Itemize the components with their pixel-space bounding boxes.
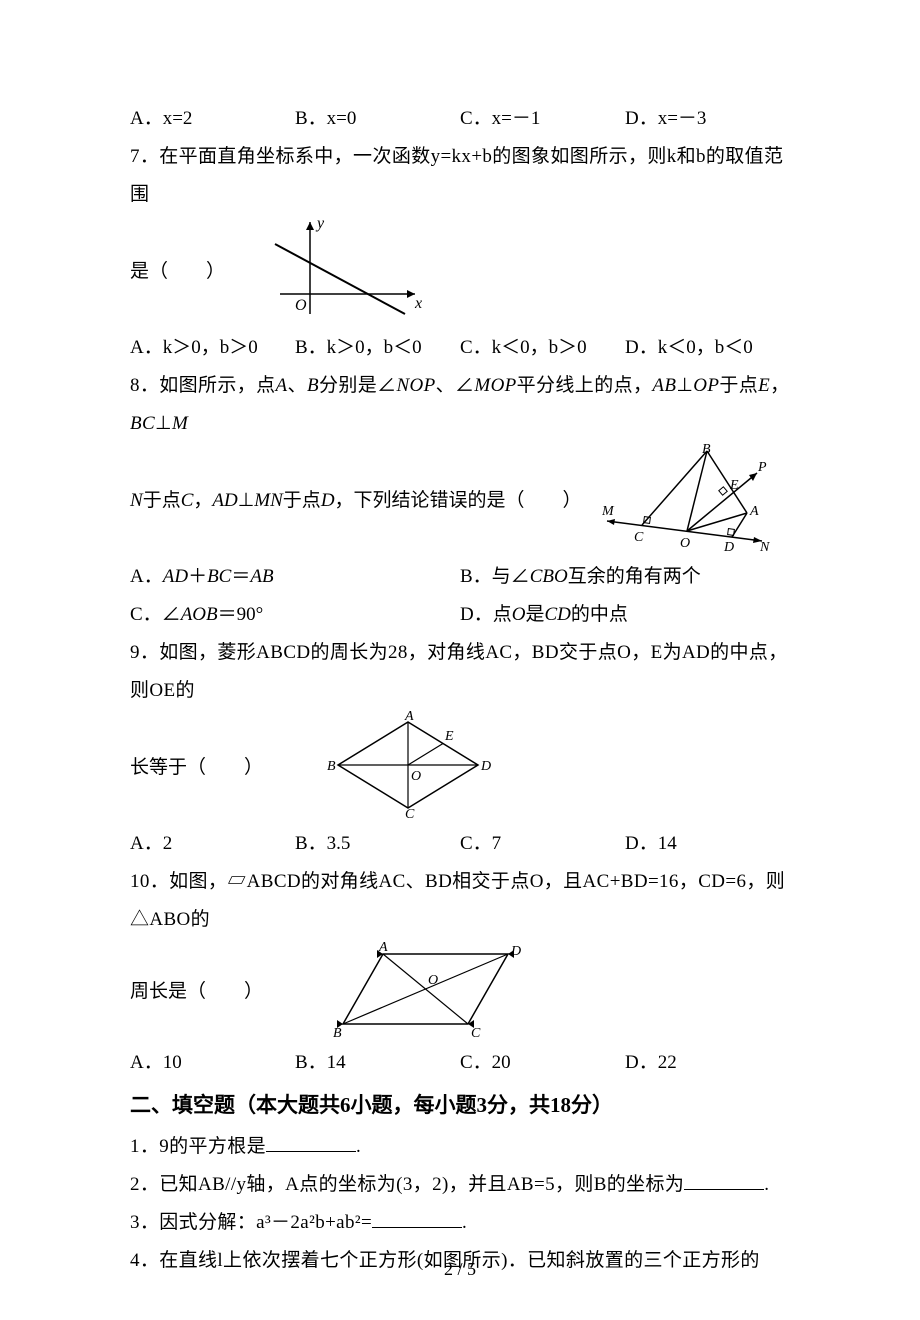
q8-label-e: E [729, 478, 739, 493]
q7-option-b: B．k＞0，b＜0 [295, 329, 460, 367]
s2-q1: 1．9的平方根是. [130, 1128, 790, 1166]
q8-label-m: M [602, 504, 615, 519]
q10-options: A．10 B．14 C．20 D．22 [130, 1044, 790, 1082]
q7-figure: x y O [265, 214, 425, 329]
q7-option-c: C．k＜0，b＞0 [460, 329, 625, 367]
q7-stem-b: 是（ ） [130, 253, 225, 291]
q10-figure: A D B C O [333, 939, 523, 1044]
q7-stem-a: 7．在平面直角坐标系中，一次函数y=kx+b的图象如图所示，则k和b的取值范围 [130, 138, 790, 214]
s2-q1-post: . [356, 1136, 361, 1157]
q9-option-c: C．7 [460, 825, 625, 863]
q9-figure: A B C D O E [323, 710, 493, 825]
q6-options: A．x=2 B．x=0 C．x=－1 D．x=－3 [130, 100, 790, 138]
q10-label-c: C [471, 1026, 481, 1039]
q8-stem-a: 8．如图所示，点A、B分别是∠NOP、∠MOP平分线上的点，AB⊥OP于点E，B… [130, 367, 790, 443]
s2-q2-post: . [764, 1174, 769, 1195]
q7-o-label: O [295, 297, 307, 314]
q8-option-d: D．点O是CD的中点 [460, 596, 790, 634]
q9-stem-b: 长等于（ ） [130, 749, 263, 787]
q10-option-c: C．20 [460, 1044, 625, 1082]
q8-label-c: C [634, 530, 644, 545]
q8-stem-with-fig: N于点C，AD⊥MN于点D，下列结论错误的是（ ） [130, 443, 790, 558]
q6-option-a: A．x=2 [130, 100, 295, 138]
q10-label-o: O [428, 973, 438, 988]
q8-stem-a-text: 8．如图所示，点A、B分别是∠NOP、∠MOP平分线上的点，AB⊥OP于点E，B… [130, 375, 790, 434]
q8-label-p: P [757, 460, 767, 475]
q10-stem-with-fig: 周长是（ ） A D B C O [130, 939, 790, 1044]
q8-options-row1: A．AD＋BC＝AB B．与∠CBO互余的角有两个 [130, 558, 790, 596]
q9-option-a: A．2 [130, 825, 295, 863]
q8-stem-b: N于点C，AD⊥MN于点D，下列结论错误的是（ ） [130, 482, 582, 520]
q9-label-a: A [404, 710, 414, 724]
q9-label-c: C [405, 807, 415, 820]
q10-option-b: B．14 [295, 1044, 460, 1082]
q9-label-d: D [480, 759, 491, 774]
q10-stem-b: 周长是（ ） [130, 973, 263, 1011]
q6-option-b: B．x=0 [295, 100, 460, 138]
q9-svg: A B C D O E [323, 710, 493, 820]
s2-q2-blank [684, 1170, 764, 1190]
q9-label-e: E [444, 729, 454, 744]
q8-label-a: A [749, 504, 759, 519]
q8-figure: M C O D N A E P B [602, 443, 772, 558]
s2-q3-blank [372, 1208, 462, 1228]
q8-label-d: D [723, 540, 734, 553]
q9-option-d: D．14 [625, 825, 790, 863]
q7-option-d: D．k＜0，b＜0 [625, 329, 790, 367]
q10-label-d: D [510, 944, 521, 959]
q8-option-b: B．与∠CBO互余的角有两个 [460, 558, 790, 596]
q7-option-a: A．k＞0，b＞0 [130, 329, 295, 367]
q10-option-d: D．22 [625, 1044, 790, 1082]
s2-q3-pre: 3．因式分解：a³－2a²b+ab²= [130, 1212, 372, 1233]
q8-label-b: B [702, 443, 711, 457]
s2-q2: 2．已知AB//y轴，A点的坐标为(3，2)，并且AB=5，则B的坐标为. [130, 1166, 790, 1204]
q7-stem-with-fig: 是（ ） x y O [130, 214, 790, 329]
q10-label-a: A [378, 940, 388, 955]
s2-q1-blank [266, 1132, 356, 1152]
section2-title: 二、填空题（本大题共6小题，每小题3分，共18分） [130, 1082, 790, 1128]
q9-label-o: O [411, 769, 421, 784]
q6-option-c: C．x=－1 [460, 100, 625, 138]
page: A．x=2 B．x=0 C．x=－1 D．x=－3 7．在平面直角坐标系中，一次… [0, 0, 920, 1320]
q9-options: A．2 B．3.5 C．7 D．14 [130, 825, 790, 863]
q10-label-b: B [333, 1026, 342, 1039]
q8-svg: M C O D N A E P B [602, 443, 772, 553]
q9-label-b: B [327, 759, 336, 774]
q9-stem-a: 9．如图，菱形ABCD的周长为28，对角线AC，BD交于点O，E为AD的中点，则… [130, 634, 790, 710]
q7-graph-svg: x y O [265, 214, 425, 324]
q8-label-o: O [680, 536, 690, 551]
q8-option-c: C．∠AOB＝90° [130, 596, 460, 634]
q8-label-n: N [759, 540, 770, 553]
q10-option-a: A．10 [130, 1044, 295, 1082]
q7-y-label: y [315, 215, 325, 232]
q8-options-row2: C．∠AOB＝90° D．点O是CD的中点 [130, 596, 790, 634]
q8-option-a: A．AD＋BC＝AB [130, 558, 460, 596]
q9-option-b: B．3.5 [295, 825, 460, 863]
s2-q3-post: . [462, 1212, 467, 1233]
q6-option-d: D．x=－3 [625, 100, 790, 138]
page-number: 2 / 5 [0, 1259, 920, 1280]
q10-svg: A D B C O [333, 939, 523, 1039]
s2-q3: 3．因式分解：a³－2a²b+ab²=. [130, 1204, 790, 1242]
q7-options: A．k＞0，b＞0 B．k＞0，b＜0 C．k＜0，b＞0 D．k＜0，b＜0 [130, 329, 790, 367]
q7-x-label: x [414, 295, 422, 312]
q10-stem-a: 10．如图，▱ABCD的对角线AC、BD相交于点O，且AC+BD=16，CD=6… [130, 863, 790, 939]
q9-stem-with-fig: 长等于（ ） A B C D O E [130, 710, 790, 825]
s2-q1-pre: 1．9的平方根是 [130, 1136, 266, 1157]
s2-q2-pre: 2．已知AB//y轴，A点的坐标为(3，2)，并且AB=5，则B的坐标为 [130, 1174, 684, 1195]
